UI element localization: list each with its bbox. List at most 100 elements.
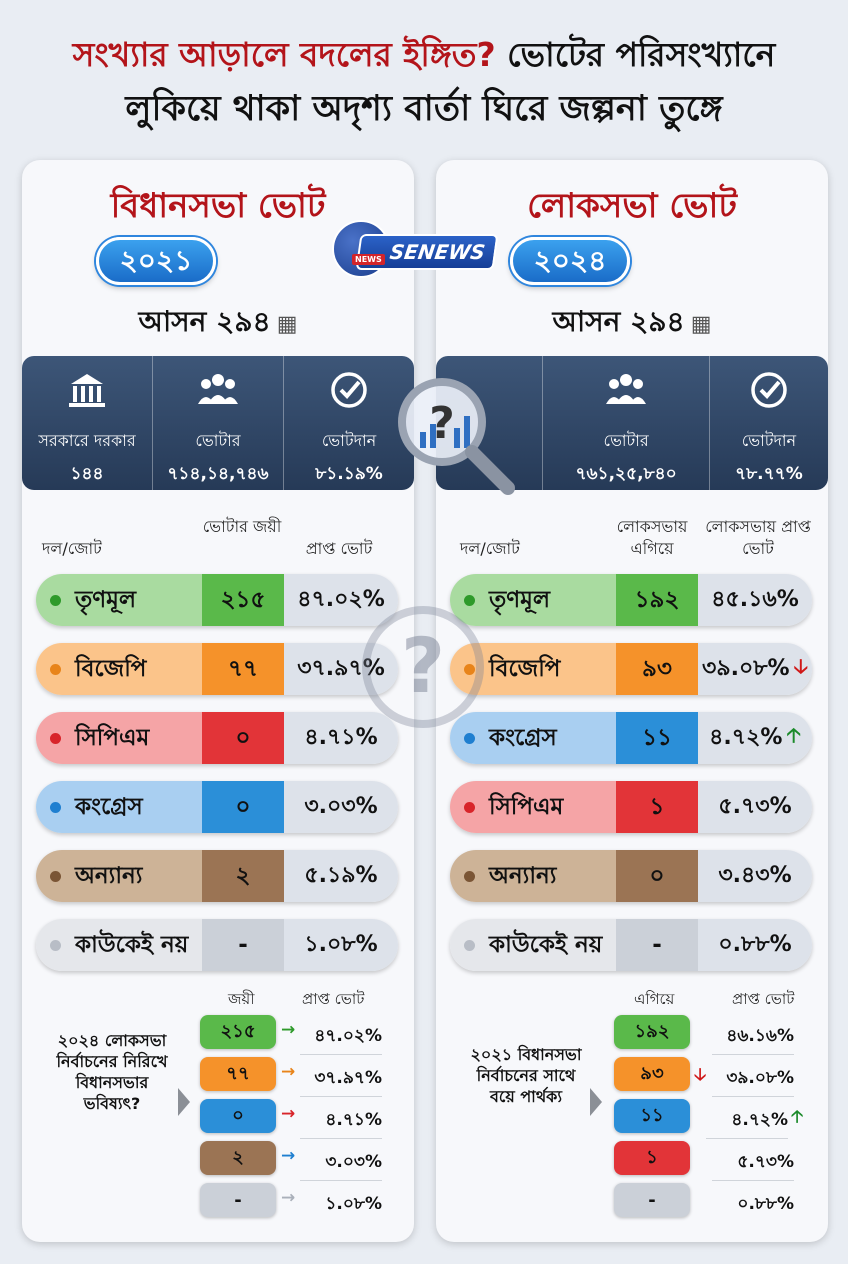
table-row-congress: কংগ্রেস ১১ ৪.৭২% 🡡 [450,712,812,764]
table-row-tmc: তৃণমূল ২১৫ ৪৭.০২% [36,574,398,626]
party-label: সিপিএম [75,724,150,751]
mini-value: ০.৮৮% [737,1194,794,1214]
arrow-down-icon: 🡣 [694,1065,707,1085]
stats-band: সরকারে দরকার ১৪৪ ভোটার ৭১৪,১৪,৭৪৬ ভোটদান… [22,356,414,490]
stat-value: ৭৮.৭৭% [735,464,803,484]
stat-value: ৭৬১,২৫,৮৪০ [575,464,677,484]
pointer-triangle-icon [178,1088,190,1116]
headline-line-2: লুকিয়ে থাকা অদৃশ্য বার্তা ঘিরে জল্পনা ত… [125,89,723,129]
vote-share-value: ৫.৭৩% [718,793,792,819]
seats-icon: ▦ [276,312,298,337]
stat-voters: ভোটার ৭৬১,২৫,৮৪০ [543,356,710,490]
table-row-bjp: বিজেপি ৯৩ ৩৯.০৮% 🡣 [450,643,812,695]
arrow-right-icon: → [281,1020,296,1040]
party-dot [50,870,61,882]
header-vote-share: প্রাপ্ত ভোট [305,539,373,558]
party-label: তৃণমূল [489,586,551,613]
vote-share-value: ৪.৭২% [709,724,783,750]
mini-value: ৪৭.০২% [300,1023,382,1055]
panel-loksabha-2024: লোকসভা ভোট ২০২৪ আসন ২৯৪ ▦ ভোটার ৭৬১,২৫,৮৪… [436,160,828,1242]
table-row-tmc: তৃণমূল ১৯২ ৪৫.১৬% [450,574,812,626]
party-dot [464,801,475,813]
party-name: কাউকেই নয় [450,919,616,971]
arrow-up-icon: 🡡 [786,723,801,747]
seat-count: ৭৭ [202,643,284,695]
stat-label: ভোটার [195,431,241,450]
lead-count: ১১ [616,712,698,764]
table-row-congress: কংগ্রেস ০ ৩.০৩% [36,781,398,833]
header-party: দল/জোট [42,539,102,558]
party-label: কংগ্রেস [75,793,143,820]
vote-share: ৩৯.০৮% 🡣 [698,643,812,695]
parliament-building-icon [65,370,109,414]
year-badge: ২০২১ [96,237,216,285]
party-dot [464,939,475,951]
headline-red-part: সংখ্যার আড়ালে বদলের ইঙ্গিত? [72,35,496,74]
party-label: কংগ্রেস [489,724,557,751]
headline-line-1: সংখ্যার আড়ালে বদলের ইঙ্গিত? ভোটের পরিসং… [0,28,848,82]
vote-share: ৫.১৯% [284,850,398,902]
vote-share: ০.৮৮% [698,919,812,971]
party-name: তৃণমূল [450,574,616,626]
party-dot [50,939,61,951]
arrow-up-icon: 🡡 [791,1107,804,1127]
stat-voters: ভোটার ৭১৪,১৪,৭৪৬ [153,356,284,490]
stat-value: ১৪৪ [70,464,104,484]
lead-count: ৯৩ [616,643,698,695]
seats-label: আসন ২৯৪ ▦ [436,300,828,347]
party-name: সিপিএম [36,712,202,764]
vote-share: ৪.৭১% [284,712,398,764]
mini-header-votes: প্রাপ্ত ভোট [302,990,365,1008]
lead-count: - [616,919,698,971]
mini-header-votes: প্রাপ্ত ভোট [732,990,795,1008]
voters-group-icon [604,370,648,414]
stat-label: সরকারে দরকার [38,431,136,450]
check-circle-icon [747,370,791,414]
headline: সংখ্যার আড়ালে বদলের ইঙ্গিত? ভোটের পরিসং… [0,28,848,136]
header-leads: লোকসভায় এগিয়ে [616,517,688,558]
seat-count: ২১৫ [202,574,284,626]
seat-count: ০ [202,781,284,833]
panel-title: লোকসভা ভোট [527,186,737,226]
party-label: তৃণমূল [75,586,137,613]
table-row-nota: কাউকেই নয় - ০.৮৮% [450,919,812,971]
mini-pill-tmc: ১৯২ [614,1015,690,1049]
party-dot [464,870,475,882]
mini-value: ৪.৭১% [300,1107,382,1139]
check-circle-icon [327,370,371,414]
panel-assembly-2021: বিধানসভা ভোট ২০২১ আসন ২৯৪ ▦ সরকারে দরকার … [22,160,414,1242]
logo-news-tag: NEWS [352,254,385,265]
stat-empty [436,356,544,490]
vote-share: ৫.৭৩% [698,781,812,833]
mini-value: ৪.৭২% [706,1107,788,1139]
party-dot [50,732,61,744]
party-name: কংগ্রেস [450,712,616,764]
party-name: অন্যান্য [36,850,202,902]
party-name: তৃণমূল [36,574,202,626]
vote-share: ৪৫.১৬% [698,574,812,626]
lead-count: ১ [616,781,698,833]
magnifier-question-icon: ? [390,372,522,502]
arrow-right-icon: → [281,1104,296,1124]
header-vote-share: লোকসভায় প্রাপ্ত ভোট [705,517,811,558]
stat-value: ৮১.১৯% [315,464,383,484]
party-name: সিপিএম [450,781,616,833]
vote-share-value: ৩.৪৩% [718,862,792,888]
table-row-nota: কাউকেই নয় - ১.০৮% [36,919,398,971]
mini-value: ৩.০৩% [300,1149,382,1181]
stat-turnout: ভোটদান ৮১.১৯% [284,356,414,490]
table-row-cpim: সিপিএম ০ ৪.৭১% [36,712,398,764]
mini-pill-bjp: ৭৭ [200,1057,276,1091]
arrow-down-icon: 🡣 [793,654,808,678]
lead-count: ০ [616,850,698,902]
seats-text: আসন ২৯৪ [552,305,685,338]
party-label: কাউকেই নয় [489,931,603,958]
mini-value: ৩৯.০৮% [712,1065,794,1097]
party-label: বিজেপি [75,655,147,682]
table-row-others: অন্যান্য ২ ৫.১৯% [36,850,398,902]
mini-note: ২০২৪ লোকসভা নির্বাচনের নিরিখে বিধানসভার … [56,1031,168,1113]
vote-share: ৪৭.০২% [284,574,398,626]
svg-text:?: ? [429,398,455,449]
party-dot [50,594,61,606]
mini-pill-cpim: ১ [614,1141,690,1175]
